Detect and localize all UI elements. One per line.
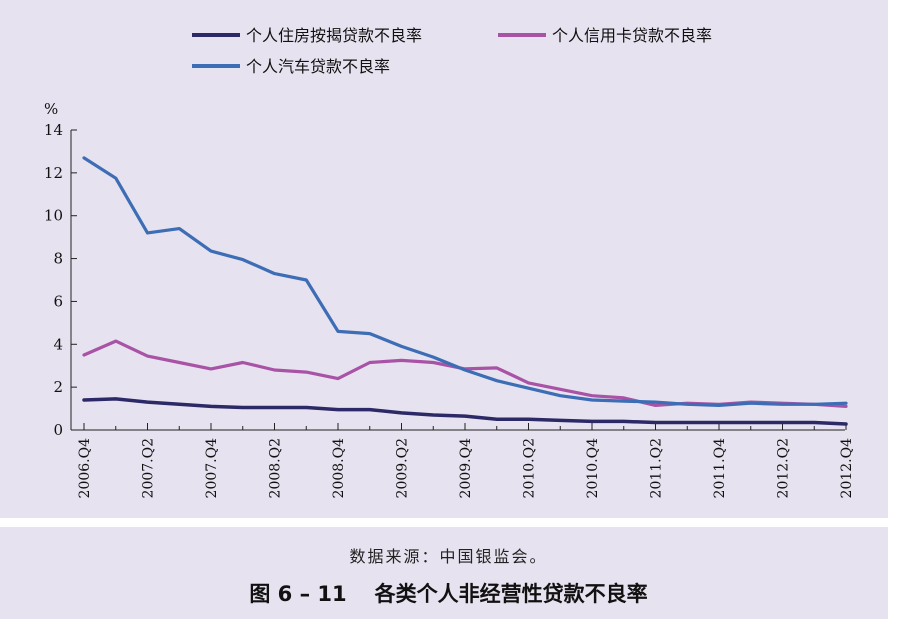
- figure-title: 各类个人非经营性贷款不良率: [374, 582, 648, 606]
- source-note: 数据来源：中国银监会。: [349, 547, 548, 566]
- legend-item-mortgage: 个人住房按揭贷款不良率: [192, 26, 422, 45]
- x-tick-label: 2011.Q2: [649, 438, 665, 498]
- legend-item-auto: 个人汽车贷款不良率: [192, 57, 390, 76]
- x-tick-label: 2007.Q4: [204, 438, 220, 499]
- line-chart: 个人住房按揭贷款不良率 个人信用卡贷款不良率 个人汽车贷款不良率 % 0 2 4 6 8…: [44, 26, 855, 498]
- y-tick-label: 8: [53, 250, 63, 268]
- y-axis-unit-label: %: [44, 100, 58, 118]
- x-tick-label: 2006.Q4: [77, 438, 93, 499]
- legend-item-credit-card: 个人信用卡贷款不良率: [498, 26, 712, 45]
- y-tick-label: 4: [53, 335, 63, 353]
- legend-label-mortgage: 个人住房按揭贷款不良率: [246, 26, 422, 45]
- y-tick-label: 0: [53, 421, 63, 439]
- caption-panel: [0, 527, 888, 619]
- y-tick-label: 12: [44, 164, 63, 182]
- x-tick-label: 2008.Q2: [268, 438, 284, 498]
- y-tick-label: 10: [44, 207, 63, 225]
- x-tick-label: 2008.Q4: [331, 438, 347, 499]
- y-tick-label: 2: [53, 378, 63, 396]
- series-line-credit-card: [82, 339, 848, 408]
- series-line-mortgage: [82, 397, 848, 426]
- axes: [70, 130, 845, 431]
- y-tick-label: 6: [53, 292, 63, 310]
- x-tick-label: 2012.Q2: [776, 438, 792, 498]
- y-tick-label: 14: [44, 121, 63, 139]
- legend-label-credit-card: 个人信用卡贷款不良率: [552, 26, 712, 45]
- series-group: [82, 156, 848, 426]
- figure-caption: 图 6 – 11 各类个人非经营性贷款不良率: [0, 578, 897, 608]
- x-tick-label: 2009.Q2: [395, 438, 411, 498]
- x-axis-ticks: 2006.Q4 2007.Q2 2007.Q4 2008.Q2 2008.Q4 2009.…: [77, 423, 855, 498]
- x-tick-label: 2012.Q4: [839, 438, 855, 499]
- x-tick-label: 2010.Q4: [585, 438, 601, 499]
- x-tick-label: 2009.Q4: [458, 438, 474, 499]
- y-axis-ticks: 0 2 4 6 8 10 12 14: [44, 121, 77, 439]
- x-tick-label: 2011.Q4: [712, 438, 728, 499]
- legend: 个人住房按揭贷款不良率 个人信用卡贷款不良率 个人汽车贷款不良率: [192, 26, 712, 76]
- series-line-auto: [82, 156, 848, 407]
- figure-number: 图 6 – 11: [249, 582, 347, 606]
- x-tick-label: 2010.Q2: [522, 438, 538, 498]
- legend-label-auto: 个人汽车贷款不良率: [246, 57, 390, 76]
- chart-panel: [0, 0, 888, 518]
- x-tick-label: 2007.Q2: [141, 438, 157, 498]
